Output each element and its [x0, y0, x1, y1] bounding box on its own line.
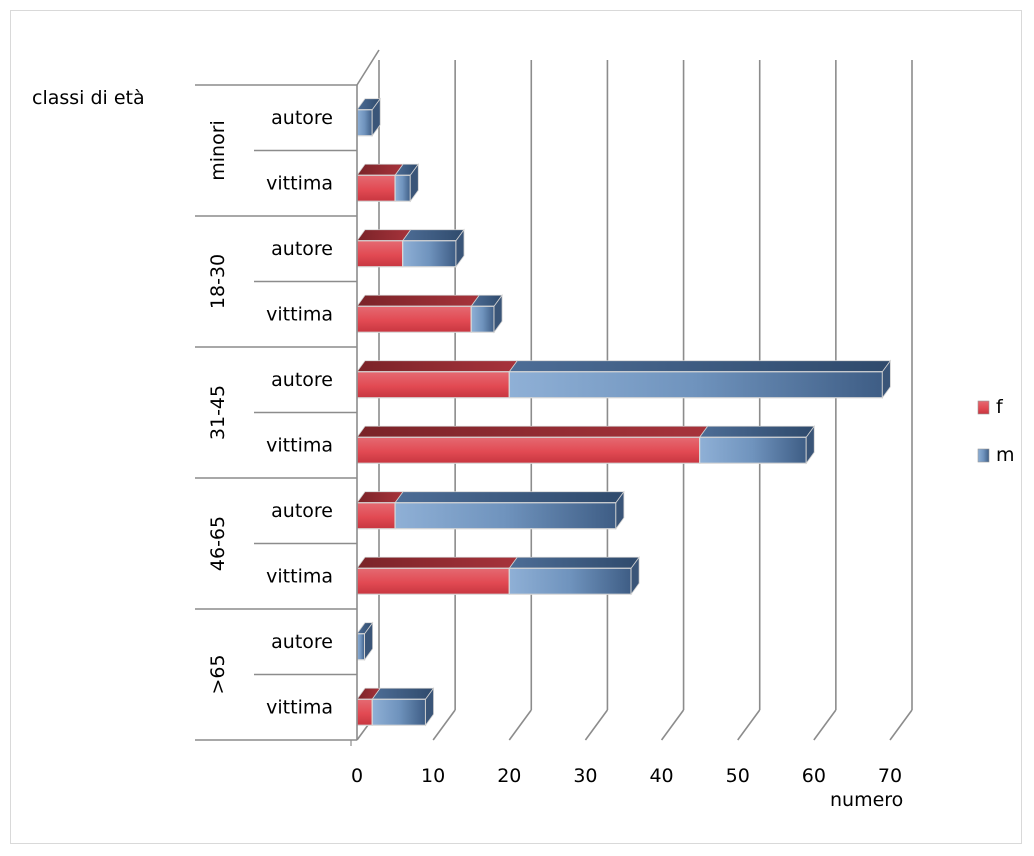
bar-m	[371, 698, 427, 726]
bar-m	[394, 502, 617, 530]
x-tick-label: 20	[497, 765, 521, 787]
legend-label-f: f	[996, 396, 1004, 418]
bar-top-f	[356, 294, 480, 307]
bar-side	[615, 490, 625, 530]
gridline-floor	[508, 709, 532, 741]
axis-labels: 0 10 20 30 40 50 60 70 minori autore vittima 18-30 a…	[207, 107, 902, 787]
bar-top-f	[356, 360, 519, 373]
bar-top-m	[698, 425, 816, 438]
subcategory-label: autore	[271, 107, 333, 129]
bar-m	[508, 567, 632, 595]
bar-side	[805, 425, 815, 465]
bar-side	[409, 163, 419, 203]
subcategory-label: vittima	[266, 434, 333, 456]
value-axis-title: numero	[830, 789, 903, 811]
side-wall-top	[356, 49, 380, 86]
x-tick-label: 40	[649, 765, 673, 787]
subcategory-label: vittima	[266, 172, 333, 194]
bar-top-m	[401, 229, 465, 242]
subcategory-label: autore	[271, 238, 333, 260]
bar-m	[699, 436, 807, 464]
bar-side	[630, 556, 640, 596]
category-axis-title: classi di età	[32, 87, 145, 109]
legend-label-m: m	[996, 444, 1015, 466]
gridline-floor	[737, 709, 761, 741]
bar-top-m	[508, 556, 640, 569]
bar-top-m	[371, 687, 435, 700]
x-tick-label: 10	[421, 765, 445, 787]
group-label: 18-30	[207, 254, 229, 309]
bar-side	[425, 687, 434, 727]
bar-f	[356, 305, 472, 333]
group-label: minori	[207, 120, 229, 181]
subcategory-label: vittima	[266, 696, 333, 718]
bar-side	[455, 228, 465, 268]
gridline-floor	[584, 709, 609, 741]
subcategory-label: autore	[271, 631, 333, 653]
bar-top-f	[356, 425, 709, 438]
bar-f	[356, 567, 510, 595]
group-label: >65	[207, 654, 229, 694]
bar-top-m	[394, 491, 625, 504]
subcategory-label: vittima	[266, 565, 333, 587]
bar-f	[356, 174, 396, 202]
bar-f	[356, 698, 373, 726]
gridline-floor	[889, 709, 913, 741]
x-tick-label: 30	[573, 765, 597, 787]
legend-swatch-m	[977, 448, 990, 463]
bar-f	[356, 436, 701, 464]
x-tick-label: 0	[351, 765, 363, 787]
bar-top-f	[356, 229, 412, 242]
bar-side	[364, 621, 374, 661]
group-label: 31-45	[207, 385, 229, 440]
bar-m	[508, 371, 883, 399]
gridline-floor	[660, 709, 685, 741]
legend: fm	[977, 396, 1015, 466]
bar-m	[356, 633, 366, 661]
x-tick-label: 60	[802, 765, 826, 787]
group-label: 46-65	[207, 516, 229, 571]
bar-top-m	[508, 360, 892, 373]
bar-top-f	[356, 556, 519, 569]
x-tick-label: 70	[878, 765, 902, 787]
bar-m	[470, 305, 495, 333]
subcategory-label: autore	[271, 500, 333, 522]
bar-m	[356, 109, 373, 137]
bar-f	[356, 240, 404, 268]
gridline-floor	[813, 709, 837, 741]
subcategory-label: autore	[271, 369, 333, 391]
bar-f	[356, 371, 510, 399]
bar-side	[881, 359, 891, 399]
bars	[356, 97, 892, 727]
bar-m	[402, 240, 457, 268]
gridlines	[356, 60, 913, 741]
gridline-floor	[432, 709, 456, 741]
bar-side	[371, 97, 381, 137]
bar-side	[493, 294, 503, 334]
bar-m	[394, 174, 411, 202]
subcategory-label: vittima	[266, 303, 333, 325]
axes	[195, 49, 380, 746]
legend-swatch-f	[977, 400, 990, 415]
x-tick-label: 50	[726, 765, 750, 787]
bar-f	[356, 502, 396, 530]
